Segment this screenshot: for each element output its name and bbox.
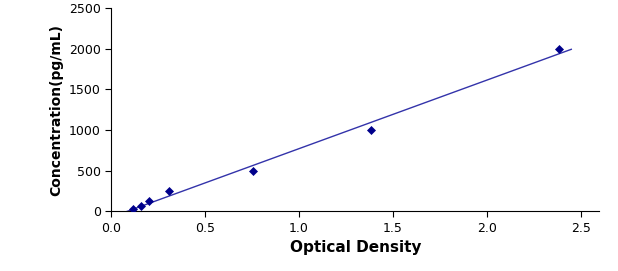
X-axis label: Optical Density: Optical Density <box>290 240 421 255</box>
Y-axis label: Concentration(pg/mL): Concentration(pg/mL) <box>49 24 64 196</box>
